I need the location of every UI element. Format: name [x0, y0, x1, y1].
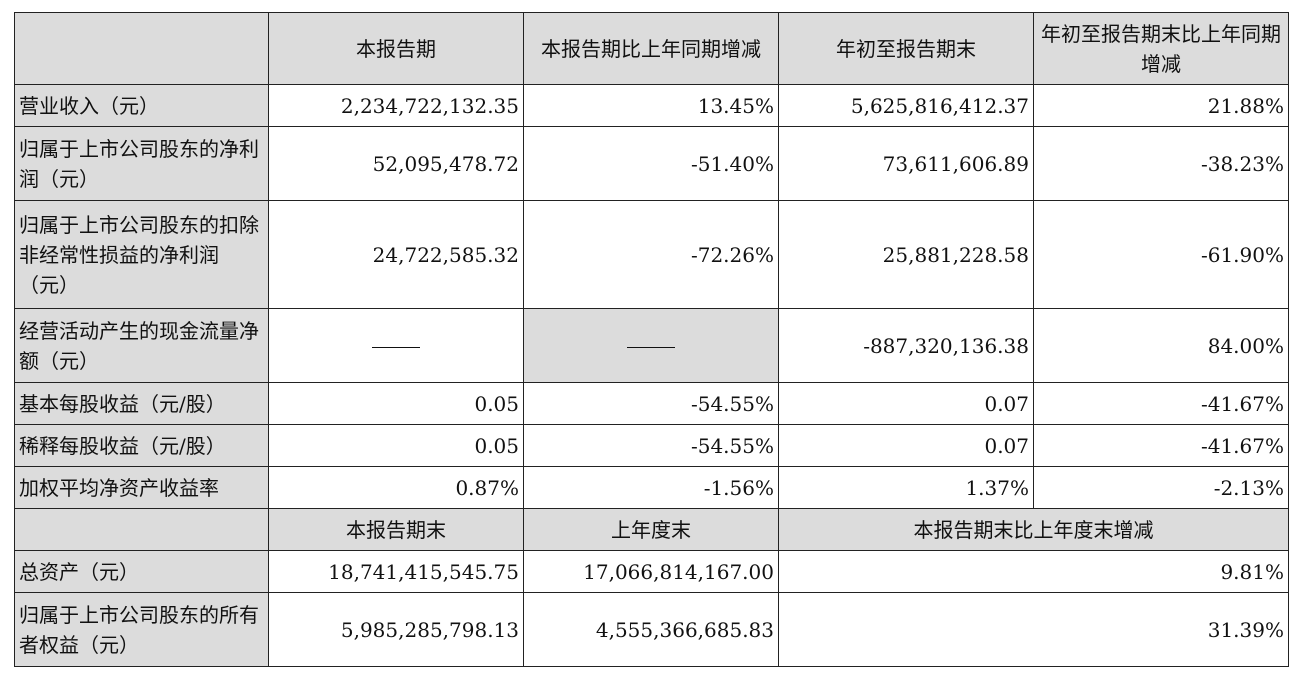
row-label: 总资产（元）	[14, 550, 269, 593]
value-cell: 1.37%	[778, 466, 1034, 509]
financial-summary-table: 本报告期 本报告期比上年同期增减 年初至报告期末 年初至报告期末比上年同期增减 …	[14, 12, 1289, 667]
table-row: 总资产（元） 18,741,415,545.75 17,066,814,167.…	[14, 550, 1289, 593]
value-cell: -54.55%	[523, 382, 779, 425]
value-cell: -38.23%	[1033, 126, 1289, 201]
header-period-end: 本报告期末	[268, 508, 524, 551]
value-cell: 84.00%	[1033, 308, 1289, 383]
dash-mark	[372, 346, 420, 348]
table-row: 营业收入（元） 2,234,722,132.35 13.45% 5,625,81…	[14, 84, 1289, 127]
row-label: 加权平均净资产收益率	[14, 466, 269, 509]
value-cell: 21.88%	[1033, 84, 1289, 127]
table-row: 基本每股收益（元/股） 0.05 -54.55% 0.07 -41.67%	[14, 382, 1289, 425]
value-cell: 4,555,366,685.83	[523, 592, 779, 667]
value-cell: -41.67%	[1033, 424, 1289, 467]
header-current-period-yoy: 本报告期比上年同期增减	[523, 12, 779, 85]
table-row: 经营活动产生的现金流量净额（元） -887,320,136.38 84.00%	[14, 308, 1289, 383]
value-cell: 73,611,606.89	[778, 126, 1034, 201]
header-prior-year-end: 上年度末	[523, 508, 779, 551]
header-row: 本报告期 本报告期比上年同期增减 年初至报告期末 年初至报告期末比上年同期增减	[14, 12, 1289, 85]
value-cell: -72.26%	[523, 200, 779, 309]
header-row-2: 本报告期末 上年度末 本报告期末比上年度末增减	[14, 508, 1289, 551]
value-cell: 5,985,285,798.13	[268, 592, 524, 667]
value-cell: 9.81%	[778, 550, 1289, 593]
value-cell: 25,881,228.58	[778, 200, 1034, 309]
header-ytd: 年初至报告期末	[778, 12, 1034, 85]
value-cell: -61.90%	[1033, 200, 1289, 309]
value-cell: 0.05	[268, 424, 524, 467]
row-label: 营业收入（元）	[14, 84, 269, 127]
table-row: 归属于上市公司股东的扣除非经常性损益的净利润（元） 24,722,585.32 …	[14, 200, 1289, 309]
value-cell: -54.55%	[523, 424, 779, 467]
not-applicable-cell	[523, 308, 779, 383]
header-ytd-yoy: 年初至报告期末比上年同期增减	[1033, 12, 1289, 85]
row-label: 基本每股收益（元/股）	[14, 382, 269, 425]
value-cell: 52,095,478.72	[268, 126, 524, 201]
header-period-end-change: 本报告期末比上年度末增减	[778, 508, 1289, 551]
value-cell: 17,066,814,167.00	[523, 550, 779, 593]
header2-corner-cell	[14, 508, 269, 551]
row-label: 经营活动产生的现金流量净额（元）	[14, 308, 269, 383]
value-cell: -887,320,136.38	[778, 308, 1034, 383]
dash-mark	[627, 346, 675, 348]
value-cell: 24,722,585.32	[268, 200, 524, 309]
value-cell: 0.05	[268, 382, 524, 425]
value-cell: -41.67%	[1033, 382, 1289, 425]
row-label: 归属于上市公司股东的扣除非经常性损益的净利润（元）	[14, 200, 269, 309]
header-current-period: 本报告期	[268, 12, 524, 85]
value-cell: -51.40%	[523, 126, 779, 201]
table-row: 归属于上市公司股东的所有者权益（元） 5,985,285,798.13 4,55…	[14, 592, 1289, 667]
value-cell: 13.45%	[523, 84, 779, 127]
value-cell: 5,625,816,412.37	[778, 84, 1034, 127]
value-cell: -1.56%	[523, 466, 779, 509]
row-label: 稀释每股收益（元/股）	[14, 424, 269, 467]
row-label: 归属于上市公司股东的净利润（元）	[14, 126, 269, 201]
not-applicable-cell	[268, 308, 524, 383]
header-corner-cell	[14, 12, 269, 85]
value-cell: 18,741,415,545.75	[268, 550, 524, 593]
row-label: 归属于上市公司股东的所有者权益（元）	[14, 592, 269, 667]
table-row: 加权平均净资产收益率 0.87% -1.56% 1.37% -2.13%	[14, 466, 1289, 509]
value-cell: 0.87%	[268, 466, 524, 509]
table-row: 归属于上市公司股东的净利润（元） 52,095,478.72 -51.40% 7…	[14, 126, 1289, 201]
value-cell: 2,234,722,132.35	[268, 84, 524, 127]
value-cell: -2.13%	[1033, 466, 1289, 509]
table-row: 稀释每股收益（元/股） 0.05 -54.55% 0.07 -41.67%	[14, 424, 1289, 467]
value-cell: 0.07	[778, 382, 1034, 425]
value-cell: 0.07	[778, 424, 1034, 467]
value-cell: 31.39%	[778, 592, 1289, 667]
